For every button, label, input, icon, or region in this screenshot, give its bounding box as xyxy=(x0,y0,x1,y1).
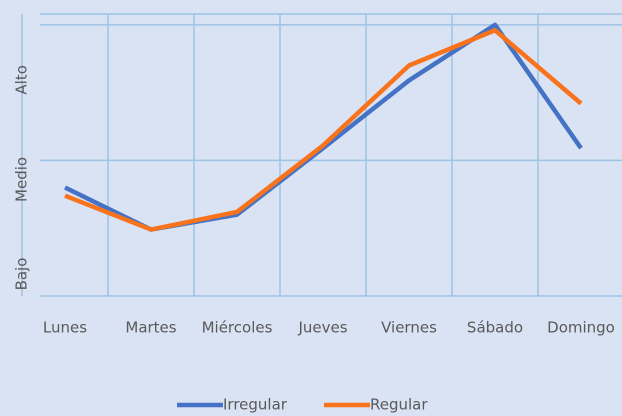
y-tick-label: Medio xyxy=(13,157,31,202)
x-tick-label: Jueves xyxy=(297,319,347,337)
x-tick-label: Martes xyxy=(125,319,176,337)
x-tick-label: Miércoles xyxy=(202,319,273,337)
x-tick-label: Viernes xyxy=(381,319,437,337)
y-tick-label: Bajo xyxy=(13,258,31,291)
x-tick-label: Sábado xyxy=(467,319,523,337)
x-tick-label: Domingo xyxy=(547,319,615,337)
series-line xyxy=(64,22,583,232)
series-line xyxy=(64,28,583,232)
legend-label: Regular xyxy=(370,396,428,414)
legend-label: Irregular xyxy=(223,396,288,414)
y-tick-label: Alto xyxy=(13,65,31,95)
x-tick-label: Lunes xyxy=(43,319,87,337)
